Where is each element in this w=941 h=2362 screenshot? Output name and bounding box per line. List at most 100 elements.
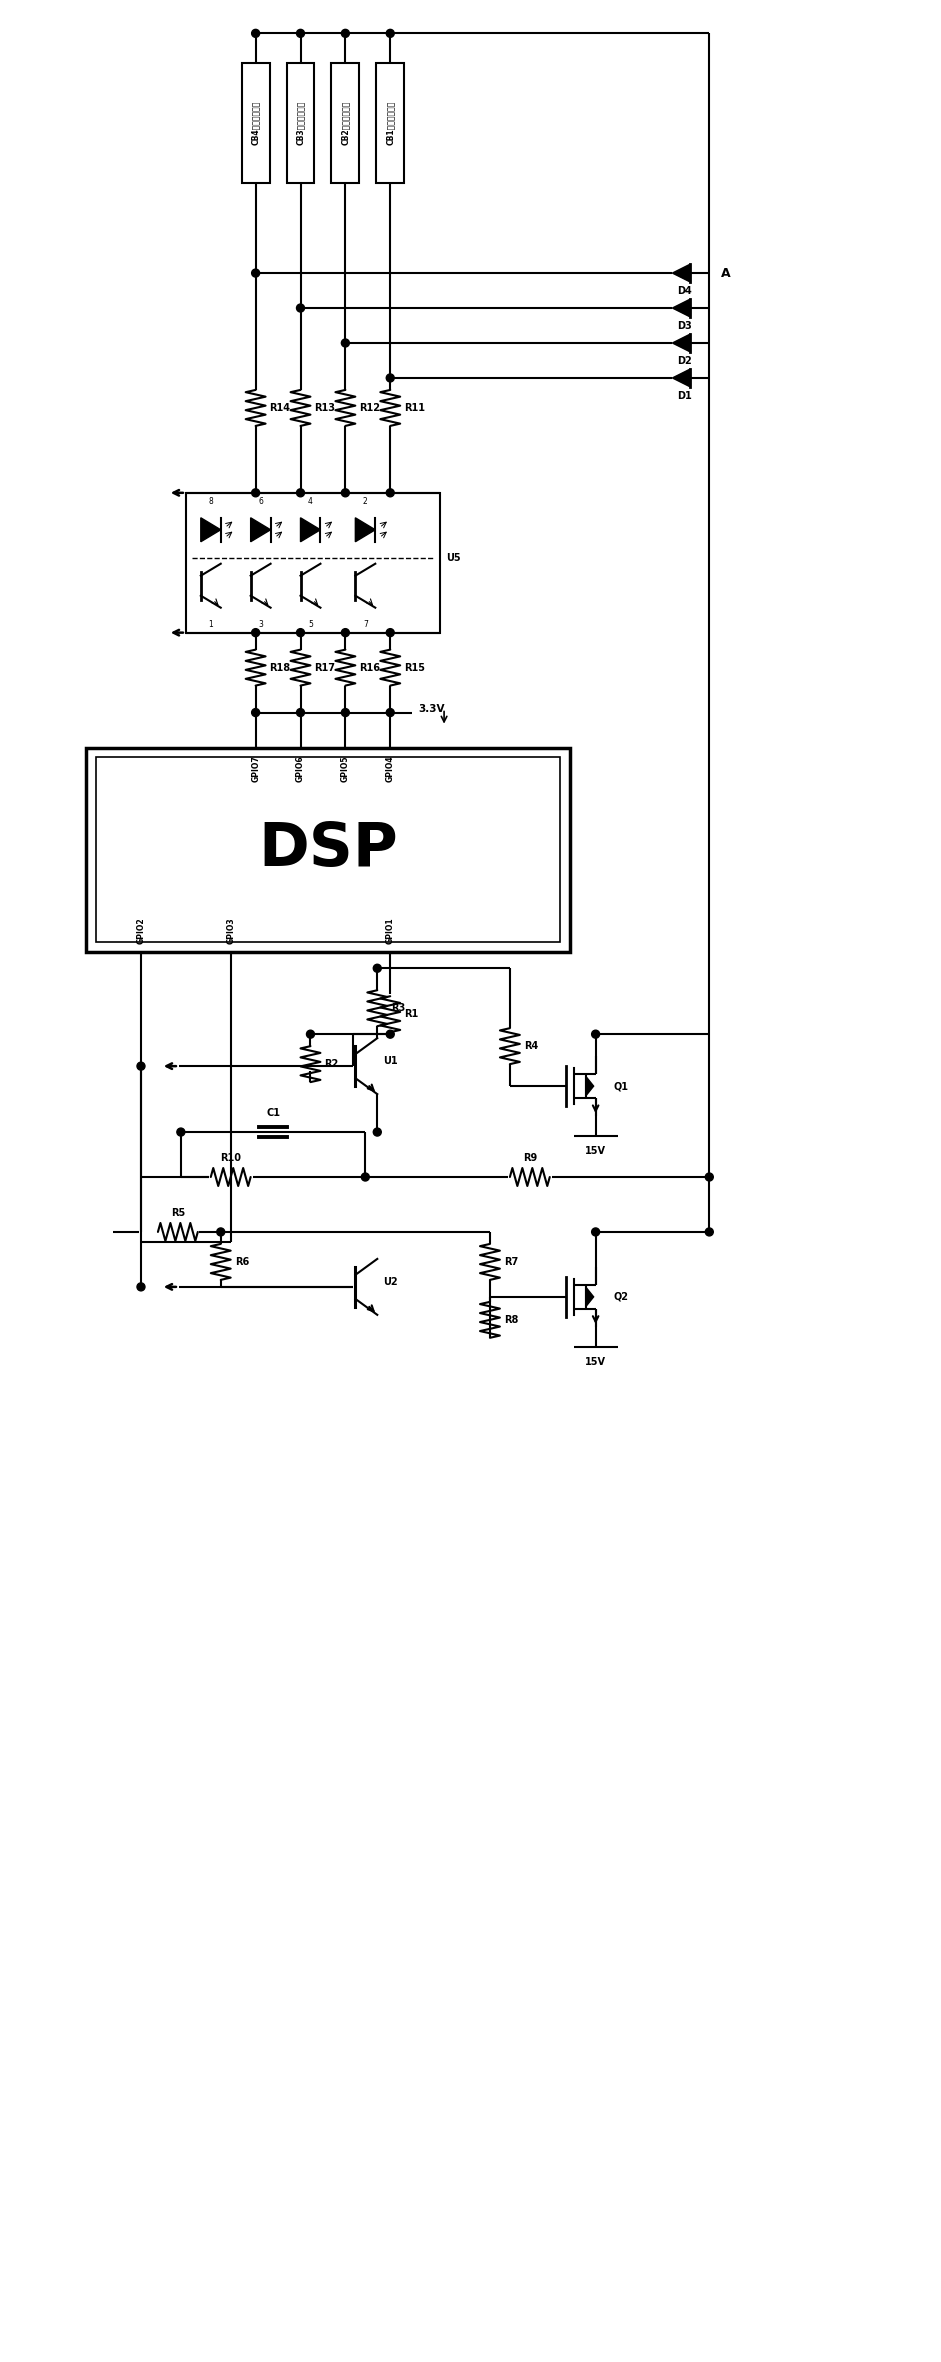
Circle shape [592,1228,599,1235]
Text: U2: U2 [383,1278,398,1287]
Circle shape [307,1030,314,1039]
Text: R10: R10 [220,1153,241,1162]
Text: A: A [721,267,731,279]
Text: 1: 1 [208,619,214,628]
Bar [96,758,560,942]
Circle shape [296,305,305,312]
Text: R12: R12 [359,404,380,413]
Circle shape [706,1174,713,1181]
Bar [242,64,269,184]
Text: GPIO1: GPIO1 [386,919,394,945]
Text: GPIO7: GPIO7 [251,756,260,782]
Polygon shape [673,300,691,317]
Circle shape [386,1030,394,1039]
Polygon shape [673,368,691,387]
Text: R5: R5 [170,1207,185,1219]
Polygon shape [300,517,321,541]
Text: Q1: Q1 [614,1082,629,1091]
Text: U1: U1 [383,1056,398,1065]
Text: 15V: 15V [585,1146,606,1155]
Text: R3: R3 [391,1004,406,1013]
Circle shape [342,628,349,638]
Circle shape [137,1063,145,1070]
Circle shape [296,709,305,716]
Text: R17: R17 [314,664,335,673]
Text: GPIO6: GPIO6 [296,756,305,782]
Text: R8: R8 [503,1316,518,1325]
Circle shape [342,28,349,38]
Text: R15: R15 [405,664,425,673]
Text: Q2: Q2 [614,1292,629,1301]
Circle shape [386,28,394,38]
Circle shape [386,709,394,716]
Circle shape [374,964,381,973]
Circle shape [251,709,260,716]
Text: 5: 5 [308,619,313,628]
Text: DSP: DSP [258,820,398,879]
Text: R11: R11 [405,404,425,413]
Circle shape [342,709,349,716]
Text: 2: 2 [363,496,368,505]
Text: R18: R18 [269,664,291,673]
Text: R7: R7 [503,1257,518,1266]
Text: 6: 6 [258,496,263,505]
Text: 4: 4 [308,496,313,505]
Text: R14: R14 [269,404,291,413]
Text: 7: 7 [363,619,368,628]
Circle shape [296,28,305,38]
Circle shape [296,489,305,496]
Polygon shape [250,517,271,541]
Text: 3.3V: 3.3V [418,704,445,713]
Text: GPIO3: GPIO3 [226,919,235,945]
Text: R1: R1 [405,1009,419,1018]
Bar [87,746,569,952]
Text: C1: C1 [266,1108,280,1117]
Text: R9: R9 [522,1153,537,1162]
Circle shape [251,489,260,496]
Circle shape [342,489,349,496]
Polygon shape [673,333,691,352]
Text: GPIO2: GPIO2 [136,919,146,945]
Text: R13: R13 [314,404,335,413]
Text: D1: D1 [677,392,692,402]
Polygon shape [200,517,221,541]
Bar [331,64,359,184]
Text: GPIO5: GPIO5 [341,756,350,782]
Circle shape [216,1228,225,1235]
Circle shape [251,628,260,638]
Text: CB3辅助触点信号: CB3辅助触点信号 [296,102,305,146]
Text: U5: U5 [446,553,461,562]
Circle shape [592,1030,599,1039]
Circle shape [342,340,349,347]
Bar [287,64,314,184]
Text: R2: R2 [325,1058,339,1070]
Text: R16: R16 [359,664,380,673]
Polygon shape [585,1287,594,1306]
Text: 8: 8 [208,496,214,505]
Circle shape [251,269,260,276]
Text: 3: 3 [258,619,263,628]
Text: R4: R4 [524,1042,538,1051]
Circle shape [706,1228,713,1235]
Text: R6: R6 [234,1257,249,1266]
Circle shape [251,28,260,38]
Circle shape [296,628,305,638]
Polygon shape [585,1077,594,1096]
Circle shape [386,628,394,638]
Text: CB2辅助触点信号: CB2辅助触点信号 [341,102,350,146]
Circle shape [386,489,394,496]
Text: D2: D2 [677,357,692,366]
Text: D3: D3 [677,321,692,331]
Text: CB4辅助触点信号: CB4辅助触点信号 [251,102,260,146]
Bar [376,64,405,184]
Polygon shape [673,265,691,281]
Text: GPIO4: GPIO4 [386,756,394,782]
Circle shape [177,1129,184,1136]
Circle shape [361,1174,369,1181]
Bar [185,494,440,633]
Text: D4: D4 [677,286,692,295]
Polygon shape [356,517,375,541]
Circle shape [137,1283,145,1292]
Circle shape [374,1129,381,1136]
Text: CB1辅助触点信号: CB1辅助触点信号 [386,102,394,146]
